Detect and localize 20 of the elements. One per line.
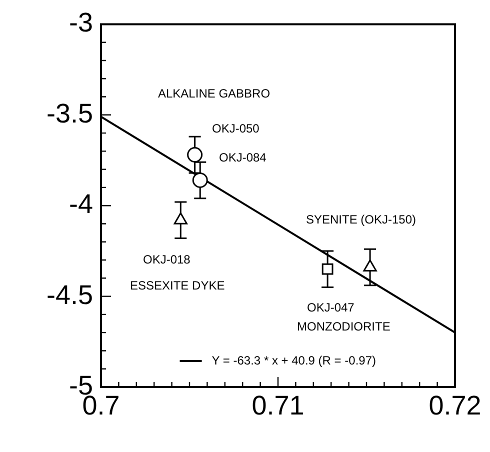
point: [174, 212, 188, 224]
annotation: OKJ-018: [143, 252, 191, 267]
point: [322, 263, 334, 275]
annotation: OKJ-047: [307, 300, 355, 315]
point: [187, 147, 203, 163]
y-tick-label: -3.5: [46, 98, 93, 128]
point: [363, 260, 377, 272]
annotation: MONZODIORITE: [297, 320, 390, 334]
annotation: OKJ-050: [212, 122, 260, 136]
y-tick-label: -3: [68, 8, 93, 38]
x-tick-label: 0.71: [252, 390, 304, 421]
annotation: SYENITE (OKJ-150): [306, 212, 416, 227]
point: [192, 172, 208, 188]
annotation: ESSEXITE DYKE: [130, 278, 225, 293]
annotation: OKJ-084: [219, 150, 267, 165]
annotation: ALKALINE GABBRO: [158, 86, 270, 101]
x-tick-label: 0.72: [428, 390, 482, 421]
legend-label: Y = -63.3 * x + 40.9 (R = -0.97): [212, 353, 376, 368]
y-tick-label: -4.5: [46, 280, 93, 310]
y-tick-label: -4: [68, 189, 93, 220]
